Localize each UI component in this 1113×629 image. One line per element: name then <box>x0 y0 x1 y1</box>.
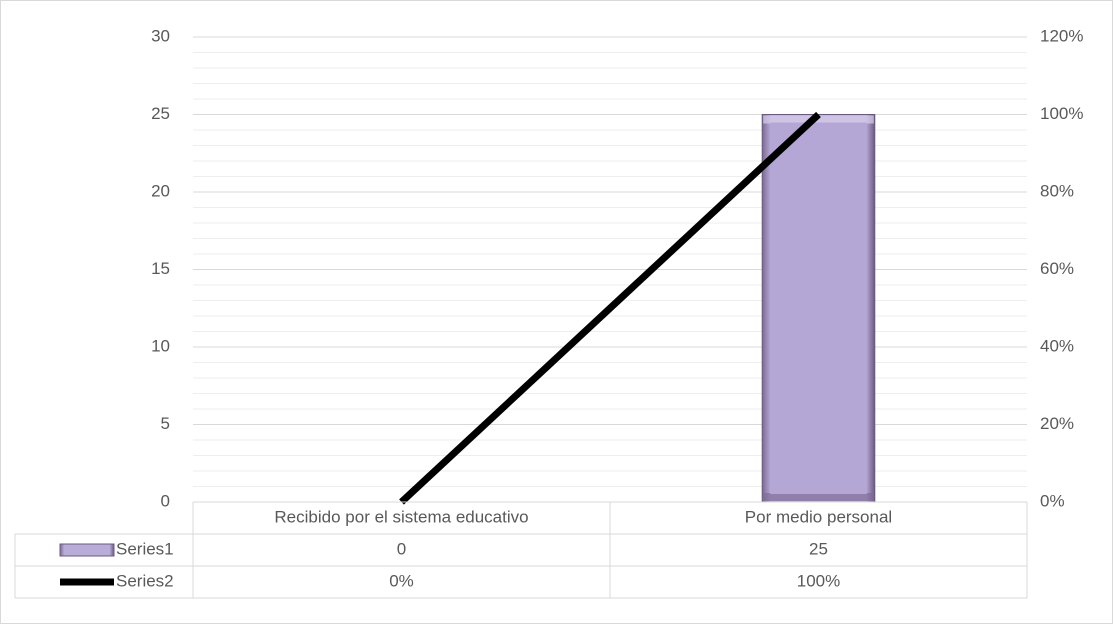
series1-bars <box>761 114 876 503</box>
bar-bevel-bottom <box>763 493 874 501</box>
secondary-y-tick-label: 120% <box>1040 26 1083 45</box>
primary-y-tick-label: 0 <box>161 491 170 510</box>
primary-y-tick-label: 25 <box>151 104 170 123</box>
x-category-label: Por medio personal <box>745 507 892 526</box>
primary-y-tick-label: 20 <box>151 181 170 200</box>
x-category-label: Recibido por el sistema educativo <box>274 507 528 526</box>
legend-key-series1 <box>59 543 115 557</box>
primary-y-tick-label: 5 <box>161 414 170 433</box>
series2-line <box>399 111 821 505</box>
secondary-y-tick-label: 60% <box>1040 259 1074 278</box>
secondary-y-axis: 0% 20% 40% 60% 80% 100% 120% <box>1040 26 1083 510</box>
primary-y-tick-label: 30 <box>151 26 170 45</box>
secondary-y-tick-label: 80% <box>1040 181 1074 200</box>
bar-face <box>770 122 867 494</box>
secondary-y-tick-label: 20% <box>1040 414 1074 433</box>
table-cell-value: 0% <box>389 571 414 590</box>
secondary-y-tick-label: 40% <box>1040 336 1074 355</box>
legend-series-name: Series1 <box>116 539 174 558</box>
table-cell-value: 0 <box>397 539 406 558</box>
data-table: Recibido por el sistema educativo Por med… <box>14 501 1028 599</box>
series2-polyline <box>399 111 821 505</box>
bar <box>761 114 876 503</box>
table-cell-value: 100% <box>797 571 840 590</box>
gridlines <box>193 36 1027 503</box>
table-cell-value: 25 <box>809 539 828 558</box>
legend-series-name: Series2 <box>116 571 174 590</box>
secondary-y-tick-label: 100% <box>1040 104 1083 123</box>
secondary-y-tick-label: 0% <box>1040 491 1065 510</box>
primary-y-tick-label: 10 <box>151 336 170 355</box>
primary-y-tick-label: 15 <box>151 259 170 278</box>
bar-bevel-top <box>763 115 874 124</box>
primary-y-axis: 0 5 10 15 20 25 30 <box>151 26 170 510</box>
